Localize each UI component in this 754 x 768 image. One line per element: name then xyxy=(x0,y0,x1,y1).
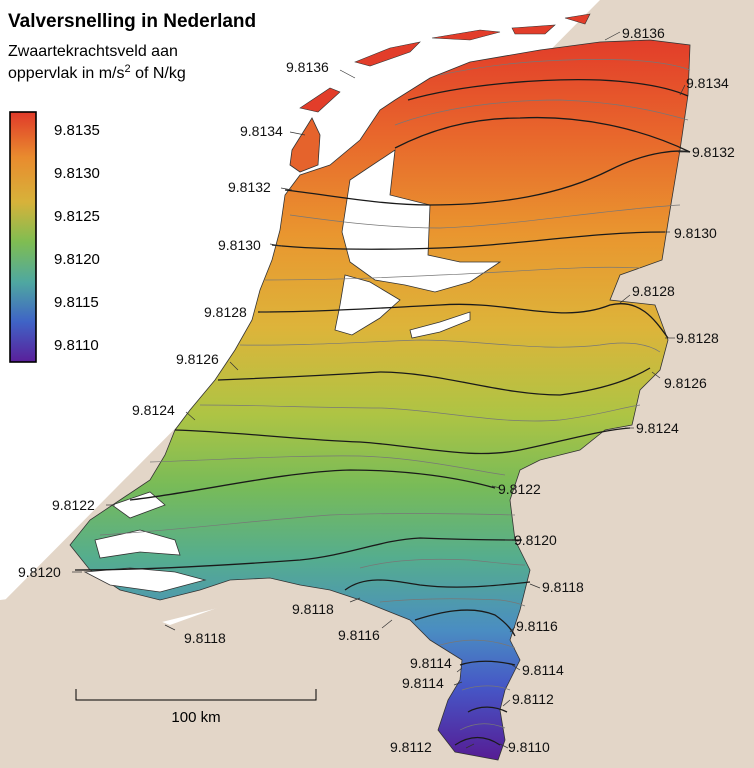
contour-label: 9.8132 xyxy=(228,179,271,195)
contour-label: 9.8120 xyxy=(18,564,61,580)
contour-label: 9.8128 xyxy=(204,304,247,320)
ijsselmeer xyxy=(341,149,502,293)
legend-tick-label: 9.8120 xyxy=(54,251,100,268)
randmeren xyxy=(334,274,401,336)
contour-label: 9.8136 xyxy=(622,25,665,41)
contour-label: 9.8112 xyxy=(512,691,554,707)
contour-label: 9.8130 xyxy=(674,225,717,241)
contour-label: 9.8114 xyxy=(410,655,452,671)
map-title: Valversnelling in Nederland xyxy=(8,11,256,32)
map-subtitle-line2: oppervlak in m/s2 of N/kg xyxy=(8,63,186,82)
contour-label: 9.8128 xyxy=(676,330,719,346)
contour-label: 9.8134 xyxy=(686,75,729,91)
label-leaders xyxy=(72,31,688,749)
zeeland-water-3 xyxy=(83,567,207,593)
flevoland-border-water xyxy=(409,311,471,339)
legend-colorbar xyxy=(9,111,37,363)
contour-label: 9.8132 xyxy=(692,144,735,160)
island-terschelling xyxy=(431,29,501,41)
contour-label: 9.8124 xyxy=(132,402,175,418)
zeeland-water-1 xyxy=(111,491,166,519)
legend-tick-label: 9.8125 xyxy=(54,208,100,225)
contour-label: 9.8116 xyxy=(516,618,558,634)
contour-label: 9.8120 xyxy=(514,532,557,548)
contour-label: 9.8134 xyxy=(240,123,283,139)
north-holland-tip xyxy=(289,117,321,173)
map-subtitle-line1: Zwaartekrachtsveld aan xyxy=(8,43,178,60)
island-vlieland xyxy=(354,41,421,67)
island-texel xyxy=(299,87,341,113)
contour-label: 9.8124 xyxy=(636,420,679,436)
legend-tick-label: 9.8115 xyxy=(54,294,99,311)
major-contours xyxy=(74,79,691,746)
legend-tick-label: 9.8130 xyxy=(54,165,100,182)
contour-label: 9.8114 xyxy=(402,675,444,691)
contour-label: 9.8118 xyxy=(184,630,226,646)
legend-tick-label: 9.8110 xyxy=(54,337,99,354)
contour-label: 9.8112 xyxy=(390,739,432,755)
contour-label: 9.8114 xyxy=(522,662,564,678)
contour-label: 9.8122 xyxy=(498,481,541,497)
island-schiermonnikoog xyxy=(564,13,591,25)
island-ameland xyxy=(511,24,556,35)
contour-label: 9.8126 xyxy=(176,351,219,367)
contour-label: 9.8136 xyxy=(286,59,329,75)
contour-label: 9.8118 xyxy=(542,579,584,595)
belgium-land xyxy=(0,590,500,768)
scale-bar: 100 km xyxy=(75,689,317,726)
zeeland-water-2 xyxy=(94,529,181,559)
contour-label: 9.8128 xyxy=(632,283,675,299)
contour-label: 9.8122 xyxy=(52,497,95,513)
contour-label: 9.8118 xyxy=(292,601,334,617)
contour-label: 9.8116 xyxy=(338,627,380,643)
contour-labels: 9.8136 9.8136 9.8134 9.8134 9.8132 9.813… xyxy=(18,25,735,755)
minor-contours xyxy=(99,59,691,731)
contour-label: 9.8126 xyxy=(664,375,707,391)
legend-tick-label: 9.8135 xyxy=(54,122,100,139)
contour-label: 9.8110 xyxy=(508,739,550,755)
color-legend: 9.8135 9.8130 9.8125 9.8120 9.8115 9.811… xyxy=(9,111,100,363)
scale-bar-label: 100 km xyxy=(171,709,220,726)
contour-label: 9.8130 xyxy=(218,237,261,253)
